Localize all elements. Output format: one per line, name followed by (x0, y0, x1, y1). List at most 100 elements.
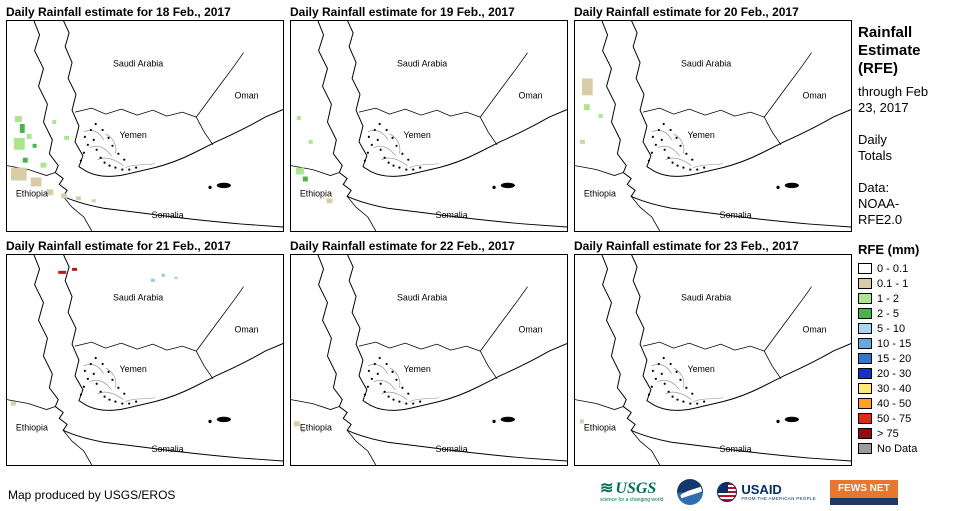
label-somalia: Somalia (720, 444, 752, 454)
panel-title: Daily Rainfall estimate for 21 Feb., 201… (6, 239, 231, 253)
rainfall-spots (579, 78, 603, 144)
fewsnet-logo: FEWS NET (830, 479, 898, 505)
rain-spot (52, 120, 57, 125)
rain-spot (579, 139, 585, 144)
rain-spot (326, 198, 333, 204)
sidebar-daily-totals: Daily Totals (858, 132, 892, 163)
panel-title: Daily Rainfall estimate for 19 Feb., 201… (290, 5, 515, 19)
yemen-admin-boundaries (651, 364, 723, 402)
yemen-oman-border (763, 116, 782, 146)
label-saudi-arabia: Saudi Arabia (113, 59, 163, 69)
eritrea-ethiopia-border (291, 399, 340, 410)
yemen-oman-border (195, 350, 214, 380)
rain-spot (581, 78, 593, 96)
rain-spot (583, 104, 590, 111)
ethiopia-somalia-border (346, 430, 377, 465)
africa-landmass (291, 21, 567, 231)
rainfall-spots (293, 421, 305, 433)
label-oman: Oman (234, 324, 258, 334)
legend-item: 0 - 0.1 (858, 261, 962, 276)
legend: 0 - 0.1 0.1 - 1 1 - 2 2 - 5 5 - 10 10 - … (858, 261, 962, 456)
legend-item: 50 - 75 (858, 411, 962, 426)
saudi-oman-border (763, 52, 812, 118)
yemen-oman-border (479, 116, 498, 146)
label-saudi-arabia: Saudi Arabia (397, 293, 447, 303)
socotra-island (784, 416, 800, 423)
label-ethiopia: Ethiopia (16, 188, 48, 198)
rain-spot (10, 167, 27, 181)
saudi-yemen-border (74, 107, 197, 118)
map-panel: Daily Rainfall estimate for 22 Feb., 201… (290, 238, 568, 466)
terrain-marks (363, 356, 422, 405)
rain-spot (293, 421, 300, 427)
map-frame: Saudi Arabia Oman Yemen Ethiopia Somalia (290, 254, 568, 466)
rain-spot (598, 114, 603, 119)
label-oman: Oman (802, 324, 826, 334)
label-yemen: Yemen (404, 364, 431, 374)
arabian-peninsula-landmass (631, 21, 851, 177)
legend-label: 15 - 20 (877, 352, 912, 365)
rain-spot (76, 196, 81, 201)
yemen-admin-boundaries (83, 130, 155, 168)
small-island (492, 419, 496, 424)
label-yemen: Yemen (120, 130, 147, 140)
rainfall-map: Saudi Arabia Oman Yemen Ethiopia Somalia (7, 255, 283, 465)
terrain-marks (363, 122, 422, 171)
arabian-peninsula-landmass (347, 255, 567, 411)
legend-label: 2 - 5 (877, 307, 900, 320)
saudi-yemen-border (358, 341, 481, 352)
panel-title: Daily Rainfall estimate for 20 Feb., 201… (574, 5, 799, 19)
usgs-wave-icon: ≋ (600, 480, 614, 497)
terrain-marks (647, 356, 706, 405)
legend-swatch (858, 323, 872, 334)
rain-spot (174, 276, 178, 279)
rain-spot (91, 199, 96, 203)
sidebar-title: Rainfall Estimate (RFE) (858, 24, 921, 77)
africa-landmass (7, 21, 283, 231)
legend-item: 20 - 30 (858, 366, 962, 381)
saudi-oman-border (195, 286, 244, 352)
fewsnet-text: FEWS NET (830, 479, 898, 498)
yemen-admin-boundaries (367, 364, 439, 402)
legend-item: 15 - 20 (858, 351, 962, 366)
label-oman: Oman (518, 90, 542, 100)
arabian-peninsula-landmass (63, 255, 283, 411)
fewsnet-strip (830, 497, 898, 505)
map-panel: Daily Rainfall estimate for 20 Feb., 201… (574, 4, 852, 232)
label-ethiopia: Ethiopia (300, 188, 332, 198)
rain-spot (300, 429, 305, 433)
label-ethiopia: Ethiopia (16, 422, 48, 432)
label-ethiopia: Ethiopia (584, 188, 616, 198)
rainfall-map: Saudi Arabia Oman Yemen Ethiopia Somalia (7, 21, 283, 231)
map-frame: Saudi Arabia Oman Yemen Ethiopia Somalia (6, 20, 284, 232)
ethiopia-somalia-border (62, 196, 93, 231)
africa-landmass (575, 255, 851, 465)
label-somalia: Somalia (436, 444, 468, 454)
socotra-island (500, 416, 516, 423)
label-yemen: Yemen (688, 130, 715, 140)
yemen-admin-boundaries (367, 130, 439, 168)
panel-title: Daily Rainfall estimate for 22 Feb., 201… (290, 239, 515, 253)
noaa-logo (677, 479, 704, 505)
rain-spot (302, 176, 308, 182)
rain-spot (40, 162, 47, 168)
map-frame: Saudi Arabia Oman Yemen Ethiopia Somalia (574, 20, 852, 232)
ethiopia-somalia-border (630, 196, 661, 231)
legend-label: 0 - 0.1 (877, 262, 909, 275)
map-panel: Daily Rainfall estimate for 21 Feb., 201… (6, 238, 284, 466)
rain-spot (14, 116, 22, 123)
small-island (208, 419, 212, 424)
arabian-peninsula-landmass (63, 21, 283, 177)
yemen-oman-border (195, 116, 214, 146)
yemen-admin-boundaries (651, 130, 723, 168)
rain-spot (579, 419, 584, 424)
arabian-peninsula-landmass (347, 21, 567, 177)
terrain-marks (647, 122, 706, 171)
rain-spot (58, 270, 67, 274)
legend-label: > 75 (877, 427, 899, 440)
legend-label: 1 - 2 (877, 292, 900, 305)
saudi-oman-border (763, 286, 812, 352)
rainfall-spots (295, 116, 333, 204)
label-oman: Oman (234, 90, 258, 100)
rain-spot (13, 137, 25, 150)
